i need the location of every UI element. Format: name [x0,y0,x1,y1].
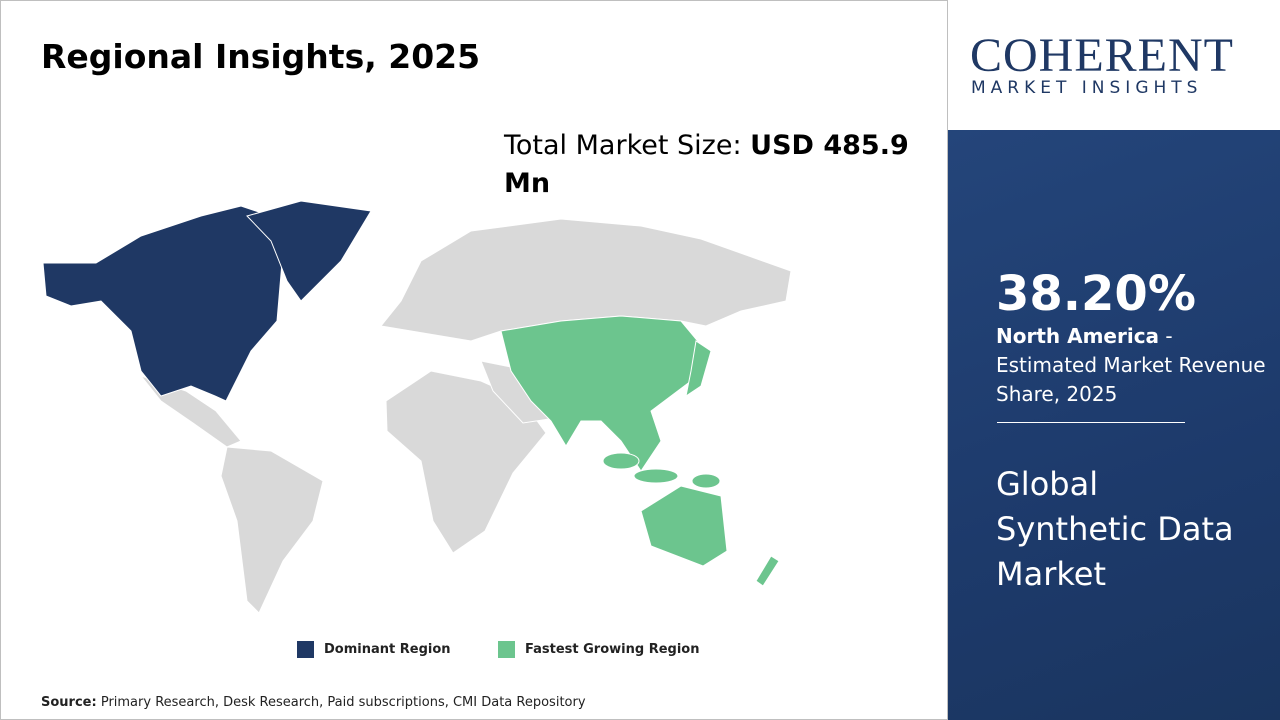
indonesia [602,452,640,470]
legend-item: Dominant Region [297,641,451,658]
logo-tagline: MARKET INSIGHTS [971,78,1203,98]
legend-swatch [297,641,314,658]
europe-russia [380,218,792,342]
indonesia [633,468,679,484]
logo-name: COHERENT [970,29,1234,82]
source: Source: Primary Research, Desk Research,… [41,695,586,710]
greenland [246,200,372,302]
market-size: Total Market Size: USD 485.9 Mn [504,127,924,203]
region-name: North America [996,324,1160,348]
world-map [42,200,792,614]
source-text: Primary Research, Desk Research, Paid su… [100,695,586,710]
legend-item: Fastest Growing Region [498,641,699,658]
new-zealand [755,555,780,587]
market-size-value: USD 485.9 Mn [504,130,909,199]
africa [385,370,547,554]
north-america [42,205,284,402]
share-description: North America - Estimated Market Revenue… [996,322,1271,409]
source-label: Source: [41,695,97,710]
australia [640,485,728,567]
highlight-panel: 38.20% North America - Estimated Market … [948,130,1280,720]
south-america [220,446,324,614]
market-size-label: Total Market Size: [504,130,742,161]
legend-swatch [498,641,515,658]
logo: COHERENT MARKET INSIGHTS [948,0,1280,130]
title: Regional Insights, 2025 [41,37,481,76]
description: - Estimated Market Revenue Share, 2025 [996,324,1266,406]
share-value: 38.20% [996,266,1196,322]
legend-label: Dominant Region [324,642,451,657]
content-panel: Regional Insights, 2025 Total Market Siz… [0,0,948,720]
legend-label: Fastest Growing Region [525,642,700,657]
divider [997,422,1185,423]
japan [685,340,712,398]
papua [691,473,721,489]
market-name: Global Synthetic Data Market [996,465,1234,593]
